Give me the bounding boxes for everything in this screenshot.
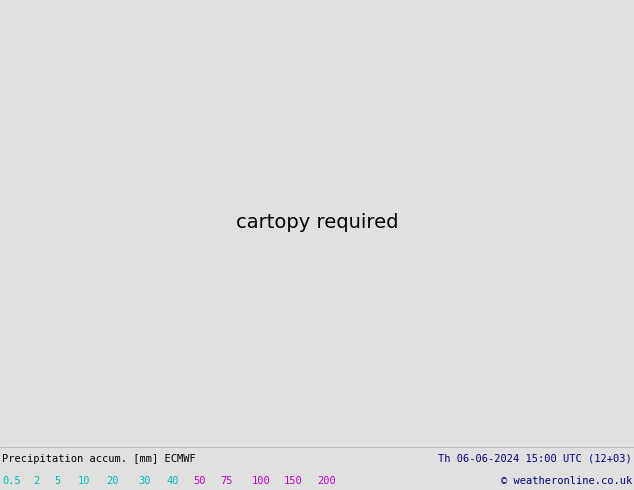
Text: 20: 20 xyxy=(107,476,119,486)
Text: Th 06-06-2024 15:00 UTC (12+03): Th 06-06-2024 15:00 UTC (12+03) xyxy=(438,454,632,464)
Text: 40: 40 xyxy=(167,476,179,486)
Text: 200: 200 xyxy=(317,476,336,486)
Text: 5: 5 xyxy=(54,476,60,486)
Text: 100: 100 xyxy=(252,476,271,486)
Text: 10: 10 xyxy=(77,476,90,486)
Text: 150: 150 xyxy=(284,476,303,486)
Text: © weatheronline.co.uk: © weatheronline.co.uk xyxy=(501,476,632,486)
Text: cartopy required: cartopy required xyxy=(236,214,398,232)
Text: Precipitation accum. [mm] ECMWF: Precipitation accum. [mm] ECMWF xyxy=(2,454,196,464)
Text: 0.5: 0.5 xyxy=(2,476,21,486)
Text: 2: 2 xyxy=(33,476,39,486)
Text: 75: 75 xyxy=(221,476,233,486)
Text: 30: 30 xyxy=(138,476,151,486)
Text: 50: 50 xyxy=(193,476,206,486)
